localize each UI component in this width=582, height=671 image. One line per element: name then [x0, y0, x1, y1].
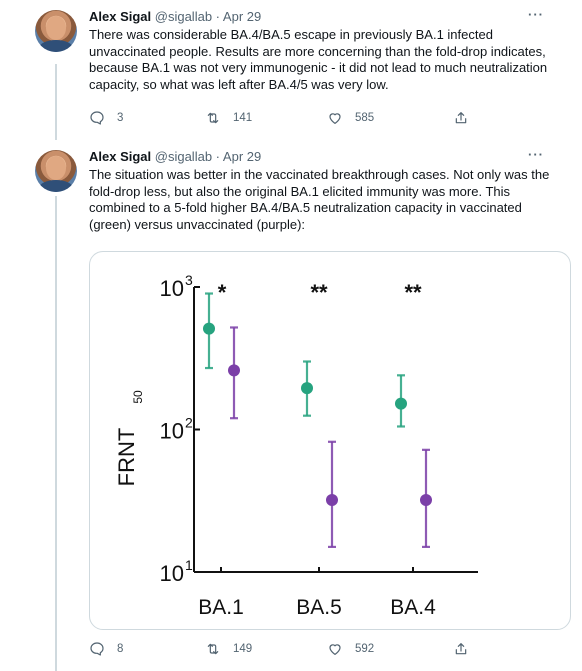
significance-marker: ** — [310, 280, 328, 305]
y-axis-label-subscript: 50 — [131, 390, 145, 404]
tweet-header: Alex Sigal @sigallab · Apr 29 — [89, 149, 261, 165]
like-button[interactable]: 592 — [327, 641, 374, 657]
share-button[interactable] — [453, 110, 481, 126]
share-icon — [455, 643, 467, 655]
tweet-text: The situation was better in the vaccinat… — [89, 167, 550, 232]
author-name[interactable]: Alex Sigal — [89, 9, 152, 24]
data-point — [301, 382, 313, 395]
like-count: 585 — [355, 112, 375, 124]
share-icon — [455, 112, 467, 124]
avatar-face — [46, 156, 66, 180]
data-point — [326, 494, 338, 507]
like-button[interactable]: 585 — [327, 110, 374, 126]
tweet-date[interactable]: Apr 29 — [222, 149, 262, 164]
retweet-icon — [207, 112, 219, 124]
tweet-1[interactable]: Alex Sigal @sigallab · Apr 29 ··· There … — [0, 0, 582, 140]
thread-line-top — [55, 64, 57, 140]
heart-icon — [329, 113, 341, 124]
reply-icon — [90, 111, 104, 125]
more-options-icon[interactable]: ··· — [528, 7, 544, 22]
data-point — [228, 364, 240, 377]
reply-count: 8 — [117, 643, 124, 655]
retweet-icon — [207, 643, 219, 655]
significance-marker: * — [218, 280, 227, 305]
author-handle[interactable]: @sigallab — [154, 9, 213, 24]
data-point — [420, 494, 432, 507]
data-point — [203, 322, 215, 335]
reply-icon — [90, 642, 104, 656]
y-tick-label: 10 — [160, 419, 184, 444]
tweet-text: There was considerable BA.4/BA.5 escape … — [89, 27, 548, 92]
tweet-2[interactable]: Alex Sigal @sigallab · Apr 29 ··· The si… — [0, 140, 582, 671]
reply-count: 3 — [117, 112, 124, 124]
y-axis-label: FRNT — [114, 428, 139, 487]
y-tick-label: 10 — [160, 276, 184, 301]
x-tick-label: BA.4 — [390, 596, 436, 619]
separator-dot: · — [215, 9, 221, 24]
author-name[interactable]: Alex Sigal — [89, 149, 152, 164]
avatar[interactable] — [35, 150, 77, 192]
avatar[interactable] — [35, 10, 77, 52]
chart-image-card[interactable]: 10 1 10 2 10 3 BA.1 * BA.5 ** BA.4 ** FRNT 50 — [89, 251, 571, 630]
retweet-count: 149 — [233, 643, 253, 655]
heart-icon — [329, 644, 341, 655]
x-tick-label: BA.5 — [296, 596, 342, 619]
tweet-date[interactable]: Apr 29 — [222, 9, 262, 24]
data-point — [395, 397, 407, 410]
significance-marker: ** — [404, 280, 422, 305]
separator-dot: · — [215, 149, 221, 164]
tweet-actions: 3 141 585 — [89, 110, 479, 130]
avatar-shirt — [39, 180, 73, 192]
tweet-actions: 8 149 592 — [89, 641, 479, 661]
reply-button[interactable]: 8 — [89, 641, 123, 657]
reply-button[interactable]: 3 — [89, 110, 123, 126]
tweet-header: Alex Sigal @sigallab · Apr 29 — [89, 9, 261, 25]
retweet-button[interactable]: 141 — [205, 110, 252, 126]
y-tick-exponent: 2 — [185, 415, 193, 431]
y-tick-exponent: 3 — [185, 272, 193, 288]
like-count: 592 — [355, 643, 375, 655]
avatar-shirt — [39, 40, 73, 52]
author-handle[interactable]: @sigallab — [154, 149, 213, 164]
retweet-button[interactable]: 149 — [205, 641, 252, 657]
x-tick-label: BA.1 — [198, 596, 244, 619]
y-tick-label: 10 — [160, 561, 184, 586]
retweet-count: 141 — [233, 112, 253, 124]
share-button[interactable] — [453, 641, 481, 657]
more-options-icon[interactable]: ··· — [528, 147, 544, 162]
y-tick-exponent: 1 — [185, 557, 193, 573]
thread-line-bottom — [55, 196, 57, 671]
avatar-face — [46, 16, 66, 40]
